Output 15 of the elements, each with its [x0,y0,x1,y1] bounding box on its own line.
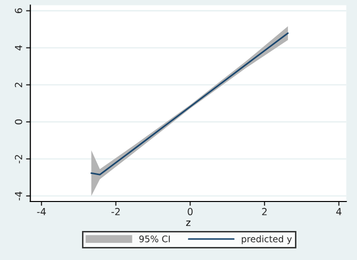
y-tick-label: 6 [14,8,22,14]
x-tick-label: 2 [262,208,267,216]
line-series [90,32,289,176]
x-tick-label: -4 [37,208,46,216]
x-tick-label: -2 [111,208,120,216]
x-axis-title: z [186,220,190,226]
y-tick-label: -2 [14,155,22,164]
text: 95% CI [139,235,170,242]
x-tick-label: 4 [336,208,342,216]
x-tick-label: 0 [188,208,193,216]
y-tick-label: 4 [14,45,22,50]
y-tick-label: 2 [14,82,22,88]
y-tick-label: 0 [14,119,22,124]
legend-label: predicted y [242,235,292,244]
y-tick-label: -4 [14,192,22,200]
